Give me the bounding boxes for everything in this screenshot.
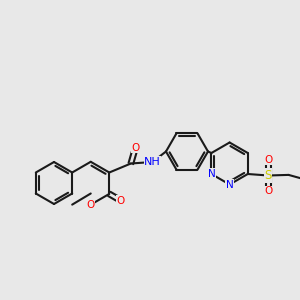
Text: S: S: [265, 169, 272, 182]
Text: N: N: [226, 179, 233, 190]
Text: O: O: [131, 143, 140, 153]
Text: O: O: [264, 186, 272, 196]
Text: O: O: [87, 200, 95, 210]
Text: O: O: [117, 196, 125, 206]
Text: N: N: [208, 169, 215, 179]
Text: NH: NH: [144, 157, 161, 167]
Text: O: O: [264, 155, 272, 165]
